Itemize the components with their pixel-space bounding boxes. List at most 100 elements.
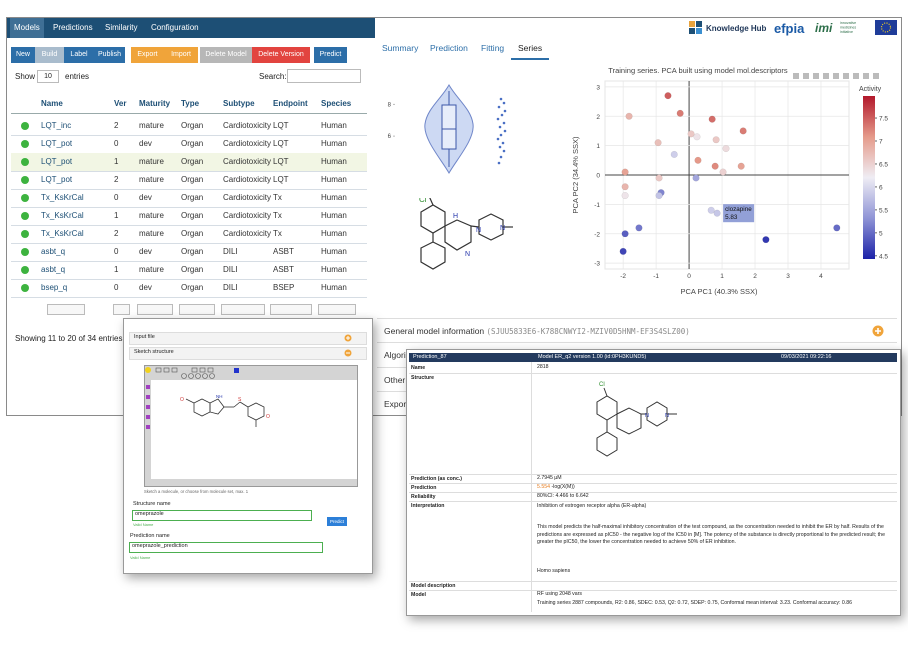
point[interactable]: [621, 192, 629, 200]
point[interactable]: [654, 139, 662, 147]
table-cell[interactable]: Tx_KsKrCal: [41, 211, 84, 220]
column-filter[interactable]: [47, 304, 85, 315]
toolbar-button[interactable]: New: [11, 47, 35, 63]
point[interactable]: [737, 162, 745, 170]
point[interactable]: [619, 247, 627, 255]
nav-tab[interactable]: Models: [10, 18, 44, 38]
table-cell[interactable]: LQT_pot: [41, 139, 73, 148]
point[interactable]: [621, 183, 629, 191]
interpretation-text: Homo sapiens: [537, 568, 571, 574]
structure-drawing: Cl H N N N: [419, 198, 513, 270]
point[interactable]: [635, 224, 643, 232]
point[interactable]: [722, 145, 730, 153]
expand-icon[interactable]: [872, 325, 884, 337]
point[interactable]: [713, 209, 721, 217]
structure-name-input[interactable]: omeprazole: [135, 511, 164, 517]
column-header[interactable]: Species: [321, 99, 352, 108]
structure-drawing: Cl N N: [596, 382, 677, 457]
sketch-editor[interactable]: O S NH O: [144, 365, 358, 487]
row-line: [11, 297, 367, 298]
column-filter[interactable]: [137, 304, 173, 315]
toolbar-button[interactable]: Predict: [314, 47, 347, 63]
table-cell[interactable]: LQT_inc: [41, 121, 72, 130]
point[interactable]: [708, 115, 716, 123]
nav-tab[interactable]: Configuration: [151, 23, 199, 32]
section-title[interactable]: Other: [384, 375, 406, 385]
table-cell: BSEP: [273, 283, 295, 292]
timestamp: 09/03/2021 09:22:16: [781, 354, 832, 360]
toolbar-button[interactable]: Publish: [94, 47, 125, 63]
point[interactable]: [712, 136, 720, 144]
toolbar-button[interactable]: Export: [131, 47, 164, 63]
point[interactable]: [625, 112, 633, 120]
row-line: [11, 171, 367, 172]
point[interactable]: [707, 206, 715, 214]
point[interactable]: [676, 109, 684, 117]
table-cell: Cardiotoxicity: [223, 139, 272, 148]
prediction-value: 5.554: [537, 484, 550, 490]
svg-text:NH: NH: [216, 394, 223, 399]
column-filter[interactable]: [179, 304, 215, 315]
page-size-select[interactable]: 10: [37, 70, 59, 83]
point[interactable]: [762, 236, 770, 244]
column-filter[interactable]: [113, 304, 130, 315]
point[interactable]: [655, 192, 663, 200]
predict-button[interactable]: Predict: [327, 517, 347, 526]
point[interactable]: [670, 150, 678, 158]
toolbar-button[interactable]: Delete Version: [252, 47, 310, 63]
point[interactable]: [664, 92, 672, 100]
table-cell[interactable]: Tx_KsKrCal: [41, 193, 84, 202]
table-cell: Human: [321, 265, 347, 274]
nav-tab[interactable]: Similarity: [105, 23, 138, 32]
table-cell[interactable]: LQT_pot: [41, 175, 73, 184]
point[interactable]: [719, 168, 727, 176]
detail-tab[interactable]: Fitting: [481, 43, 505, 53]
y-tick-label: -2: [594, 231, 600, 238]
point[interactable]: [687, 130, 695, 138]
table-cell[interactable]: LQT_pot: [41, 157, 73, 166]
prediction-name-input[interactable]: omeprazole_prediction: [132, 543, 188, 549]
detail-tab[interactable]: Prediction: [430, 43, 468, 53]
section-title[interactable]: General model information (SJUU5833E6-K7…: [384, 326, 690, 336]
imi-logo: imi: [815, 21, 833, 35]
table-cell[interactable]: asbt_q: [41, 247, 66, 256]
point[interactable]: [833, 224, 841, 232]
table-cell[interactable]: asbt_q: [41, 265, 66, 274]
point[interactable]: [739, 127, 747, 135]
nav-tab[interactable]: Predictions: [53, 23, 93, 32]
column-header[interactable]: Subtype: [223, 99, 255, 108]
toolbar-button[interactable]: Delete Model: [200, 47, 252, 63]
column-header[interactable]: Type: [181, 99, 200, 108]
y-tick-label: 2: [596, 114, 600, 121]
section-title[interactable]: Expor: [384, 399, 407, 409]
detail-tab[interactable]: Summary: [382, 43, 419, 53]
point[interactable]: [655, 174, 663, 182]
point[interactable]: [693, 133, 701, 141]
column-header[interactable]: Maturity: [139, 99, 171, 108]
toolbar-button[interactable]: Label: [64, 47, 94, 63]
point[interactable]: [621, 168, 629, 176]
table-cell: Organ: [181, 193, 204, 202]
column-header[interactable]: Name: [41, 99, 63, 108]
point[interactable]: [692, 174, 700, 182]
toolbar-button[interactable]: Import: [164, 47, 198, 63]
panel-title[interactable]: Input file: [134, 334, 155, 340]
column-header[interactable]: Endpoint: [273, 99, 308, 108]
toolbar-button[interactable]: Build: [35, 47, 64, 63]
table-cell: Human: [321, 175, 347, 184]
column-header[interactable]: Ver: [114, 99, 127, 108]
point[interactable]: [711, 162, 719, 170]
search-input[interactable]: [287, 69, 361, 83]
table-cell[interactable]: bsep_q: [41, 283, 68, 292]
table-cell[interactable]: Tx_KsKrCal: [41, 229, 84, 238]
table-cell: mature: [139, 175, 164, 184]
section-title[interactable]: Algori: [384, 350, 406, 360]
column-filter[interactable]: [318, 304, 356, 315]
detail-tab[interactable]: Series: [518, 43, 543, 53]
table-cell: dev: [139, 139, 152, 148]
column-filter[interactable]: [221, 304, 265, 315]
column-filter[interactable]: [270, 304, 312, 315]
point[interactable]: [621, 230, 629, 238]
point[interactable]: [694, 156, 702, 164]
panel-title[interactable]: Sketch structure: [134, 349, 174, 355]
